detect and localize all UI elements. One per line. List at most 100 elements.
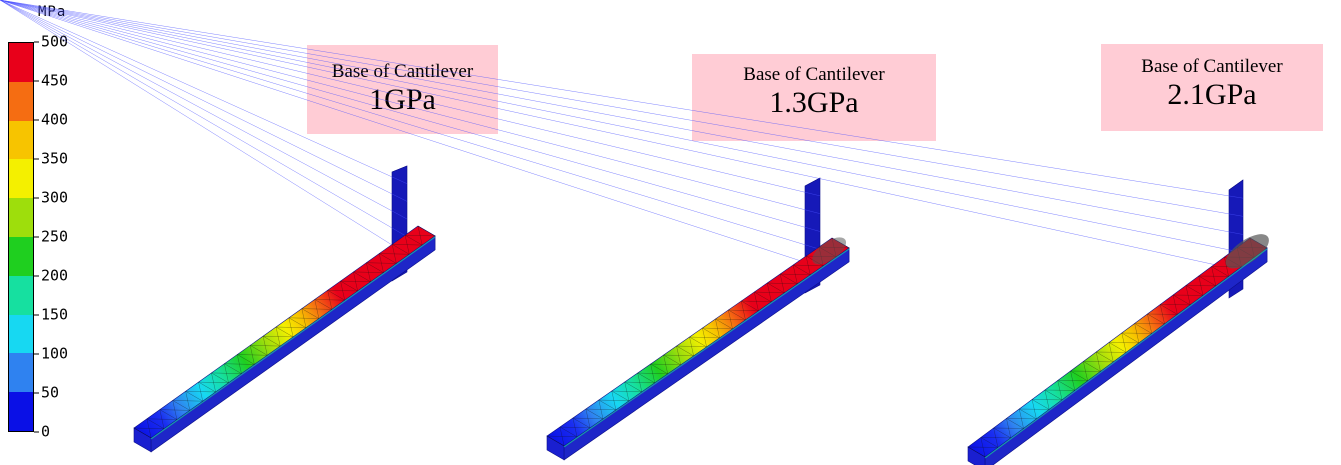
legend-tick-mark	[34, 431, 39, 433]
beam-mesh-line	[767, 282, 772, 302]
beam-mesh-line	[1096, 351, 1114, 363]
beam-mesh-line	[741, 300, 746, 320]
beam-mesh-line	[676, 345, 694, 357]
cantilever-model-2	[0, 0, 850, 461]
beam-mesh-line	[417, 225, 423, 246]
beam-mesh-line	[1070, 370, 1076, 391]
legend-band-0	[9, 43, 33, 82]
legend-tick-label: 400	[41, 110, 69, 129]
model-label-2-title: Base of Cantilever	[743, 64, 885, 85]
beam-mesh-line	[249, 345, 255, 365]
beam-mesh-line	[1057, 380, 1063, 400]
legend-tick-mark	[34, 41, 39, 43]
beam-mesh-line	[1095, 351, 1101, 372]
beam-mesh-line	[237, 354, 255, 365]
legend-tick-500: 500	[34, 34, 68, 50]
beam-mesh-line	[1019, 408, 1024, 429]
beam-mesh-line	[585, 408, 604, 420]
block-mesh-line	[0, 0, 821, 197]
beam-mesh-line	[1031, 399, 1037, 419]
beam-mesh-line	[1198, 275, 1204, 296]
beam-mesh-line	[1057, 380, 1075, 391]
block-mesh-line	[0, 0, 408, 202]
beam-mesh-line	[715, 318, 733, 330]
legend-band-7	[9, 314, 33, 354]
block-mesh-line	[0, 0, 1244, 217]
legend-band-6	[9, 275, 33, 315]
beam-mesh-line	[1108, 342, 1114, 362]
beam-mesh-line	[1211, 266, 1229, 277]
legend-band-8	[9, 353, 33, 393]
beam-mesh-line	[224, 363, 229, 383]
beam-mesh-line	[1134, 323, 1152, 334]
block-mesh-line	[0, 0, 1244, 272]
beam-mesh-line	[1083, 361, 1101, 372]
beam-mesh-line	[1185, 285, 1191, 305]
beam-mesh-line	[301, 308, 307, 328]
legend-band-1	[9, 81, 33, 121]
model-label-3: Base of Cantilever 2.1GPa	[1101, 44, 1323, 131]
legend-tick-label: 50	[41, 383, 60, 402]
beam-mesh-line	[262, 336, 268, 356]
legend-tick-250: 250	[34, 229, 68, 245]
legend-tick-mark	[34, 314, 39, 316]
block-mesh-line	[0, 0, 821, 250]
beam-mesh-line	[172, 400, 190, 411]
beam-mesh-line	[404, 234, 423, 246]
beam-mesh-line	[779, 273, 785, 293]
model-label-1-title: Base of Cantilever	[331, 61, 474, 82]
beam-mesh-line	[275, 326, 294, 338]
stress-scale-labels: 500 450 400 350 300 250 200 150 100 50 0	[34, 34, 74, 439]
beam-mesh-line	[611, 390, 629, 402]
beam-mesh-line	[559, 426, 565, 446]
beam-mesh-line	[676, 345, 681, 365]
beam-mesh-line	[301, 308, 320, 319]
beam-mesh-line	[1019, 408, 1037, 420]
block-mesh-line	[0, 0, 1244, 199]
block-mesh-line	[0, 0, 821, 268]
beam-mesh-line	[185, 391, 203, 402]
block-mesh-line	[0, 0, 408, 237]
beam-mesh-line	[1121, 332, 1140, 344]
beam-mesh-line	[715, 318, 720, 338]
model-label-2: Base of Cantilever 1.3GPa	[692, 54, 936, 141]
beam-mesh-line	[624, 381, 630, 401]
beam-mesh-line	[185, 391, 191, 411]
beam-mesh-line	[980, 437, 999, 448]
cantilever-model-3	[0, 0, 1269, 465]
legend-tick-label: 200	[41, 266, 69, 285]
beam-mesh-line	[967, 446, 986, 458]
beam-mesh-line	[1108, 342, 1127, 353]
beam-mesh-line	[366, 262, 384, 273]
legend-tick-mark	[34, 197, 39, 199]
beam-mesh-line	[702, 327, 720, 339]
beam-mesh-line	[728, 309, 733, 329]
beam-mesh-line	[172, 400, 178, 420]
beam-mesh-line	[379, 253, 384, 273]
model-label-3-value: 2.1GPa	[1167, 78, 1257, 111]
beam-mesh-line	[1134, 323, 1140, 343]
beam-mesh-line	[314, 299, 320, 319]
legend-tick-150: 150	[34, 307, 68, 323]
beam-mesh-line	[1147, 313, 1165, 325]
beam-mesh-line	[993, 427, 1011, 439]
beam-mesh-line	[1185, 285, 1204, 296]
legend-tick-label: 300	[41, 188, 69, 207]
legend-tick-label: 350	[41, 149, 69, 168]
beam-mesh-line	[754, 291, 759, 311]
beam-mesh-line	[1121, 332, 1127, 353]
model-label-2-value: 1.3GPa	[769, 86, 859, 119]
beam-mesh-line	[211, 372, 229, 384]
legend-tick-mark	[34, 119, 39, 121]
beam-mesh-line	[559, 426, 578, 438]
beam-mesh-line	[741, 300, 759, 312]
beam-mesh-line	[327, 290, 333, 310]
beam-mesh-line	[1198, 275, 1216, 287]
beam-mesh-line	[1172, 294, 1178, 315]
block-mesh-line	[0, 0, 408, 220]
beam-mesh-line	[417, 225, 436, 237]
legend-tick-mark	[34, 236, 39, 238]
beam-mesh-line	[133, 427, 152, 439]
beam-mesh-line	[1172, 294, 1191, 306]
